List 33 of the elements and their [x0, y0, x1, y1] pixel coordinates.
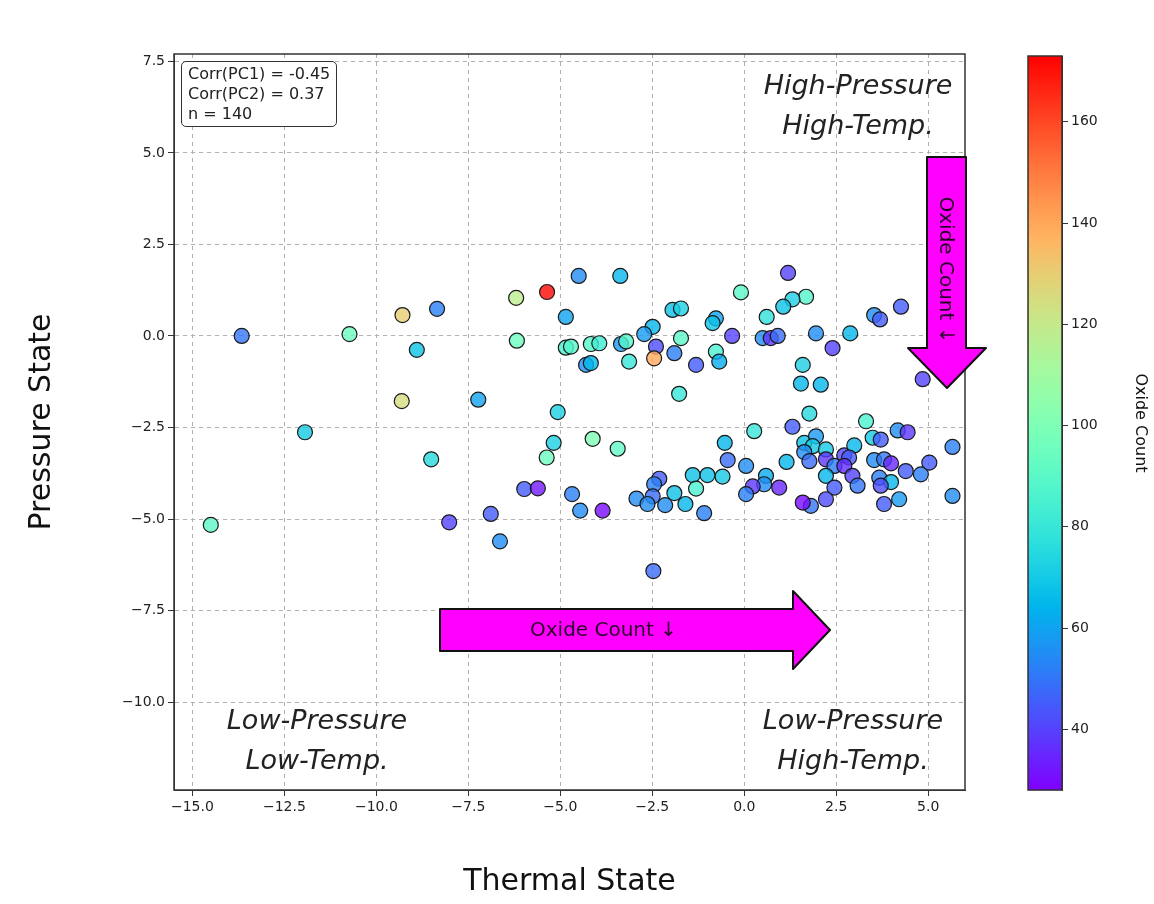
annotation: Oxide Count ↓ — [530, 617, 678, 641]
color-bar-label: 60 — [1071, 618, 1089, 635]
color-bar-label: 80 — [1071, 517, 1089, 534]
x-tick-label: −15.0 — [170, 798, 214, 815]
x-tick-label: −5.0 — [543, 798, 578, 815]
color-bar-label: 100 — [1071, 416, 1098, 433]
x-tick-label: −10.0 — [354, 798, 398, 815]
y-tick-label: −2.5 — [131, 418, 165, 435]
x-axis-title: Thermal State — [462, 861, 676, 897]
color-bar-label: 40 — [1071, 719, 1089, 736]
color-bar-title: Oxide Count — [1132, 373, 1152, 473]
annotation: High-Pressure High-Temp. — [762, 68, 954, 142]
x-tick-label: −2.5 — [635, 798, 670, 815]
x-tick-label: −7.5 — [451, 798, 486, 815]
x-tick-label: −12.5 — [262, 798, 306, 815]
annotation: Corr(PC1) = -0.45 Corr(PC2) = 0.37 n = 140 — [181, 61, 338, 127]
y-tick-label: 5.0 — [142, 143, 165, 160]
color-bar-label: 120 — [1071, 314, 1098, 331]
y-tick-label: 0.0 — [142, 326, 165, 343]
y-tick-label: −5.0 — [131, 509, 165, 526]
annotation: Low-Pressure High-Temp. — [761, 703, 945, 777]
annotation: Oxide Count ↓ — [935, 196, 959, 344]
y-tick-label: −10.0 — [122, 692, 165, 709]
color-bar-label: 160 — [1071, 112, 1098, 129]
color-bar-label: 140 — [1071, 213, 1098, 230]
x-tick-label: 0.0 — [733, 798, 756, 815]
y-axis-title: Pressure State — [21, 313, 57, 531]
x-tick-label: 5.0 — [917, 798, 940, 815]
y-tick-label: 7.5 — [142, 51, 165, 68]
annotation: Low-Pressure Low-Temp. — [225, 703, 409, 777]
x-tick-label: 2.5 — [825, 798, 848, 815]
y-tick-label: −7.5 — [131, 601, 165, 618]
y-tick-label: 2.5 — [142, 235, 165, 252]
